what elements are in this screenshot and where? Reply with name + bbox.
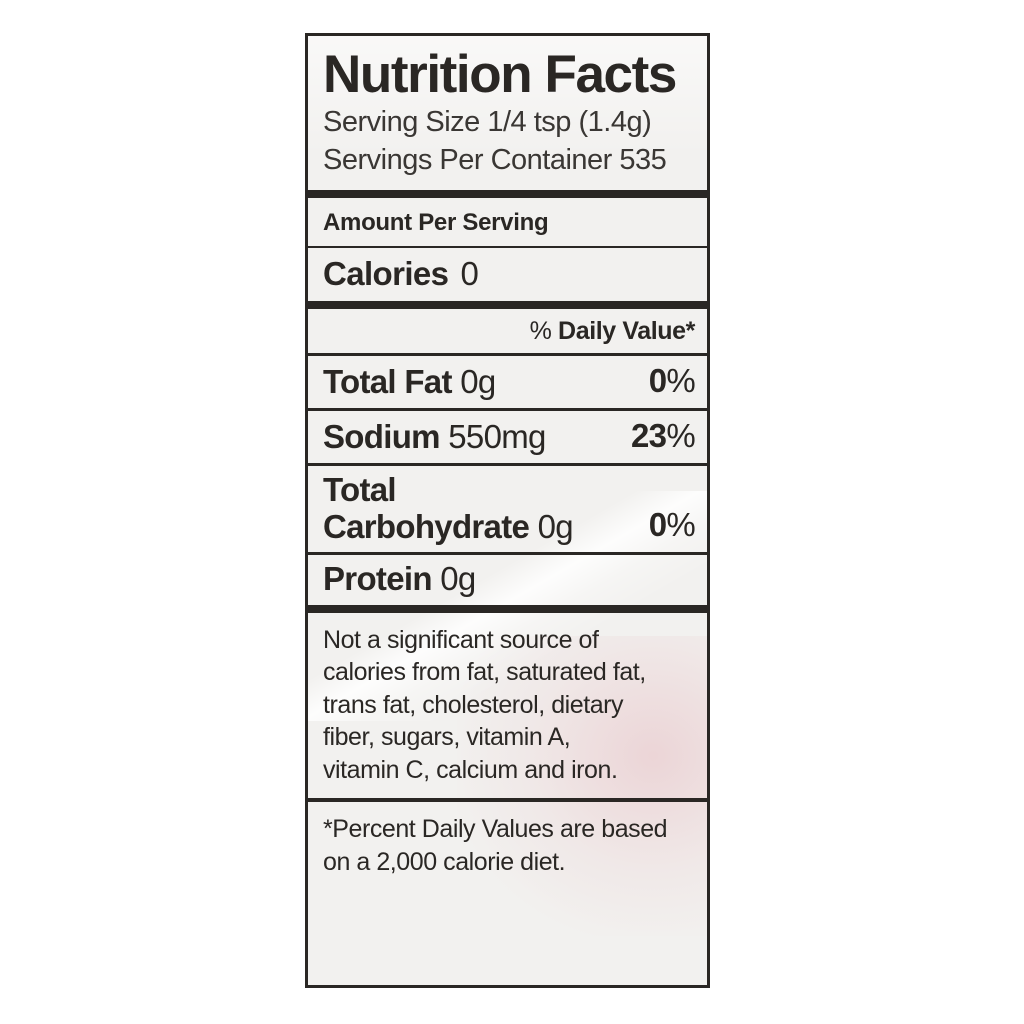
nutrient-amount: 0g — [537, 507, 574, 545]
daily-value-number: 0 — [648, 506, 667, 544]
divider-above-sodium — [308, 408, 707, 412]
daily-value-number: 0 — [648, 362, 667, 400]
nutrient-daily-value: 23% — [631, 417, 696, 456]
calories-row: Calories 0 — [308, 248, 707, 301]
nutrient-name: Protein — [323, 560, 432, 598]
daily-value-percent-symbol: % — [529, 317, 552, 346]
percent-note-line: on a 2,000 calorie diet. — [323, 848, 566, 877]
calories-value: 0 — [460, 255, 479, 293]
daily-value-header: % Daily Value* — [308, 309, 707, 353]
daily-value-sign: % — [666, 417, 695, 455]
calories-label: Calories — [323, 255, 449, 293]
table-row: Total Carbohydrate 0g 0% — [308, 466, 707, 552]
table-row: Protein 0g — [308, 555, 707, 605]
not-significant-line: trans fat, cholesterol, dietary — [323, 690, 624, 719]
amount-per-serving-heading: Amount Per Serving — [323, 209, 549, 237]
nutrient-amount: 0g — [440, 560, 476, 598]
daily-value-header-label: Daily Value* — [558, 317, 695, 346]
nutrient-name-line2-and-amount: Carbohydrate 0g — [323, 507, 574, 545]
nutrient-daily-value: 0% — [648, 506, 696, 545]
page-title: Nutrition Facts — [323, 45, 677, 104]
not-significant-line: vitamin C, calcium and iron. — [323, 755, 618, 784]
divider-above-percent-note — [308, 798, 707, 803]
divider-under-amount-per-serving — [308, 246, 707, 249]
divider-thick-under-header — [308, 190, 707, 199]
percent-note-line: *Percent Daily Values are based — [323, 815, 668, 844]
serving-size-text: Serving Size 1/4 tsp (1.4g) — [323, 106, 652, 139]
serving-info: Serving Size 1/4 tsp (1.4g) Servings Per… — [323, 104, 695, 190]
divider-thick-under-protein — [308, 604, 707, 613]
daily-value-sign: % — [666, 506, 695, 544]
nutrient-name-amount: Protein 0g — [323, 560, 476, 598]
label-header: Nutrition Facts Serving Size 1/4 tsp (1.… — [308, 36, 707, 190]
not-significant-source-note: Not a significant source of calories fro… — [308, 613, 707, 799]
divider-thick-under-calories — [308, 301, 707, 310]
divider-above-total-fat — [308, 353, 707, 357]
not-significant-line: Not a significant source of — [323, 625, 599, 654]
nutrient-daily-value: 0% — [648, 362, 696, 401]
nutrient-amount: 0g — [460, 363, 496, 401]
daily-value-sign: % — [666, 362, 695, 400]
nutrient-name-amount: Sodium 550mg — [323, 418, 546, 456]
nutrient-name: Total Fat — [323, 363, 452, 401]
nutrient-amount: 550mg — [448, 418, 546, 456]
nutrient-name: Sodium — [323, 418, 440, 456]
nutrient-name-amount: Total Carbohydrate 0g — [323, 471, 574, 545]
percent-daily-value-footnote: *Percent Daily Values are based on a 2,0… — [308, 802, 707, 892]
nutrient-name-amount: Total Fat 0g — [323, 363, 496, 401]
table-row: Sodium 550mg 23% — [308, 411, 707, 463]
not-significant-line: fiber, sugars, vitamin A, — [323, 723, 571, 752]
daily-value-number: 23 — [631, 417, 667, 455]
nutrition-facts-label: Nutrition Facts Serving Size 1/4 tsp (1.… — [305, 33, 710, 988]
divider-above-total-carbohydrate — [308, 463, 707, 467]
nutrient-name-line2: Carbohydrate — [323, 507, 530, 545]
table-row: Total Fat 0g 0% — [308, 356, 707, 408]
servings-per-container-text: Servings Per Container 535 — [323, 143, 667, 176]
not-significant-line: calories from fat, saturated fat, — [323, 658, 646, 687]
nutrient-name-line1: Total — [323, 471, 397, 509]
